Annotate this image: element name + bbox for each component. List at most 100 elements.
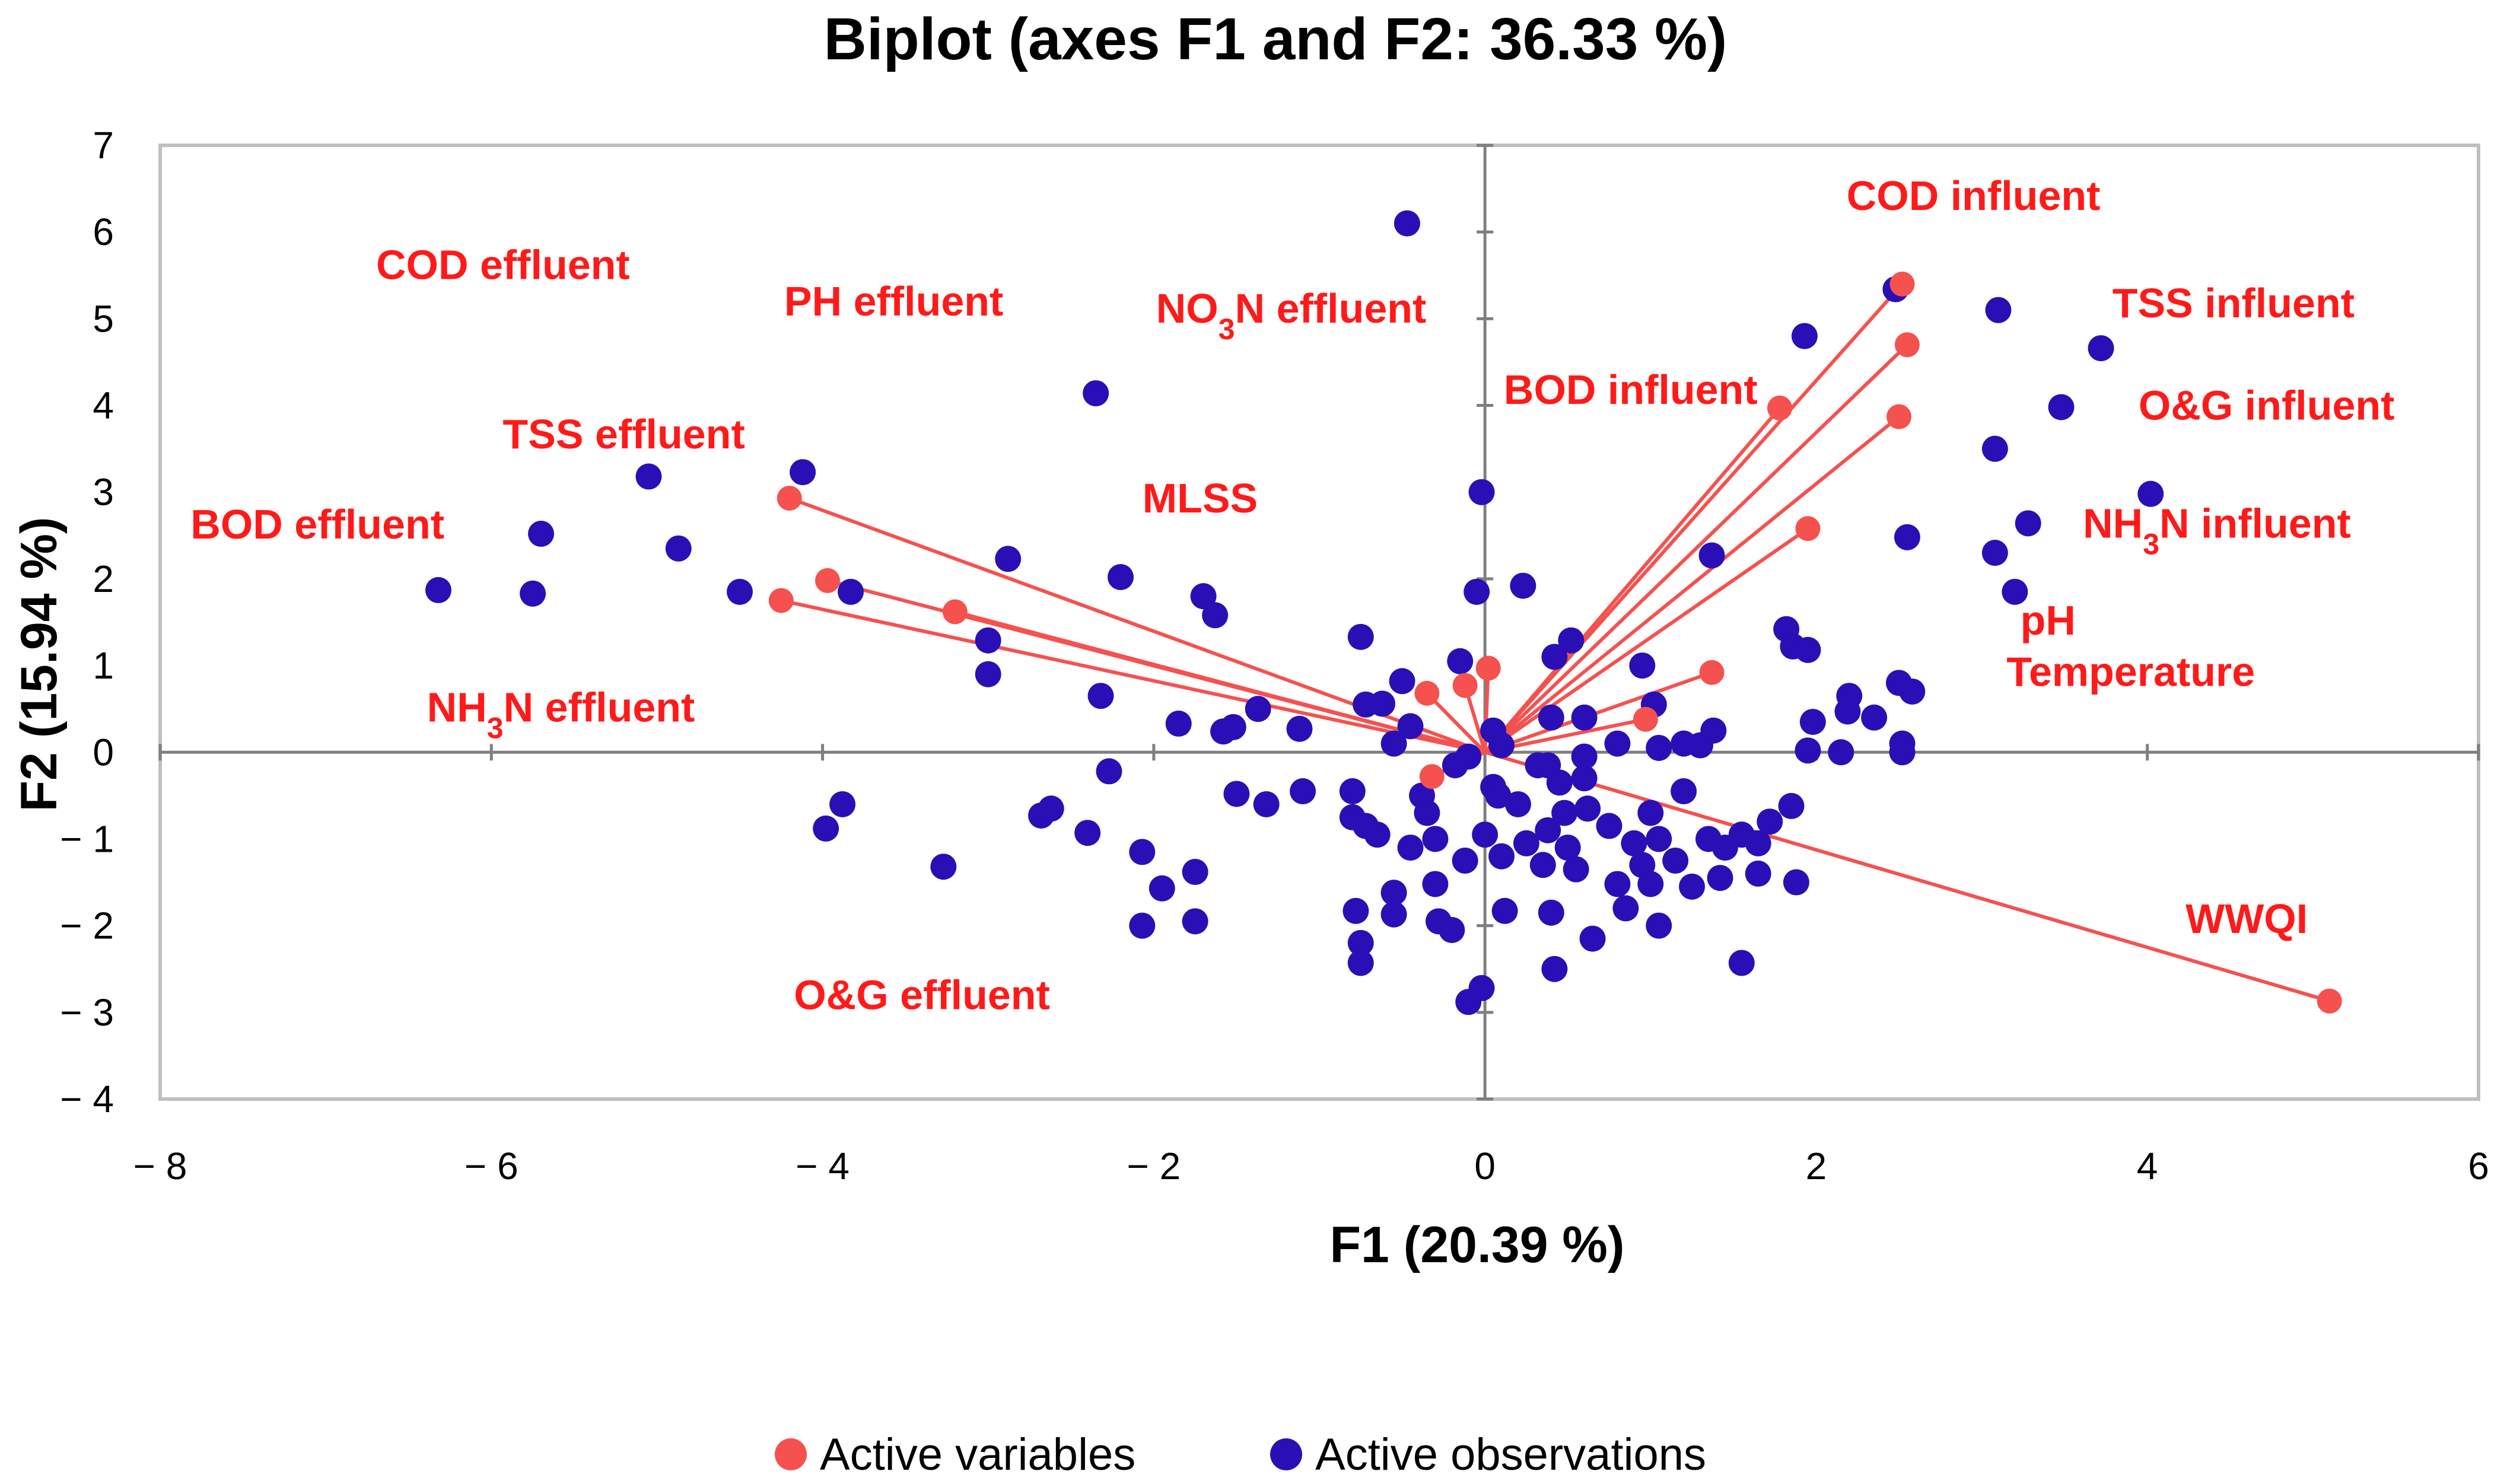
observation-point [1380,730,1407,757]
x-tick-label: − 8 [133,1145,187,1187]
plot-area-frame [158,144,2480,1101]
observation-point [1612,895,1639,922]
observation-point [1538,899,1564,926]
y-tick-label: 3 [93,471,114,514]
observation-point [1795,636,1821,663]
observation-point [1397,835,1424,861]
observation-point [1510,572,1536,599]
observation-point [1698,542,1725,569]
observation-point [1182,859,1208,886]
observation-point [1364,821,1391,848]
y-tick-label: 7 [93,124,114,167]
observation-point [1981,435,2008,462]
legend-observations-marker [1270,1438,1302,1470]
observation-point [1861,704,1888,731]
x-tick-label: 4 [2137,1145,2158,1187]
observation-point [1629,652,1656,679]
observation-point [665,535,692,562]
x-tick-label: 0 [1474,1145,1496,1187]
y-tick-label: − 1 [60,817,114,860]
variable-point [1475,655,1501,681]
observation-point [1452,848,1478,874]
observation-point [1148,875,1175,902]
observation-point [1894,524,1920,550]
observation-point [1679,873,1706,900]
observation-point [1165,711,1192,737]
variable-point [815,568,840,593]
legend-variables-label: Active variables [820,1429,1135,1480]
observation-point [1728,950,1755,976]
variable-point [1889,271,1915,297]
observation-point [813,815,839,842]
observation-point [1380,880,1407,906]
observation-point [930,854,957,880]
observation-point [1439,916,1465,943]
observation-point [1834,698,1861,725]
observation-point [1671,778,1697,805]
observation-point [1579,925,1606,952]
observation-point [1541,644,1568,670]
y-tick-label: − 4 [60,1078,114,1120]
observation-point [1778,792,1805,819]
x-tick-label: − 2 [1127,1145,1181,1187]
observation-point [1571,765,1598,792]
observation-point [1981,540,2008,566]
observation-point [1455,743,1482,770]
variable-point [1414,680,1440,706]
observation-point [1245,696,1271,722]
variable-label: COD influent [1847,173,2101,219]
observation-point [1129,839,1156,865]
variable-label: TSS influent [2113,280,2355,326]
x-tick-label: − 6 [465,1145,518,1187]
variable-vector-line [1484,343,1909,754]
variable-point [1795,516,1821,542]
observation-point [1253,791,1280,817]
observation-point [2015,510,2041,537]
observation-point [1491,897,1518,924]
observation-point [1488,843,1515,870]
variable-vector-line [1484,670,1713,754]
observation-point [1541,956,1568,982]
observation-point [1414,800,1440,826]
observation-point [1889,739,1916,766]
y-tick-label: 5 [93,297,114,340]
observation-point [1828,739,1854,766]
x-tick-label: − 4 [796,1145,850,1187]
y-tick-label: 4 [93,384,114,427]
variable-label: BOD effluent [190,501,444,547]
y-tick-label: − 2 [60,905,114,947]
x-axis-title: F1 (20.39 %) [1329,1217,1624,1273]
observation-point [1129,912,1156,939]
observation-point [2048,394,2075,421]
zero-axes [160,145,2479,1099]
observation-point [1422,826,1449,852]
observation-point [1745,830,1771,856]
observation-point [520,580,546,607]
observation-point [727,578,753,605]
y-tick-label: 0 [93,731,114,773]
observation-point [1485,782,1512,809]
observation-point [1472,821,1499,848]
observation-point [1397,713,1424,740]
variable-point [777,485,802,511]
observation-point [528,520,555,547]
observation-point [1190,583,1217,610]
observation-point [1783,869,1809,896]
variable-labels: COD influent TSS influent BOD influent O&G … [190,173,2394,1018]
observation-point [1604,730,1631,757]
observation-point [1707,865,1733,891]
observation-point [1087,683,1114,709]
observation-point [1621,830,1647,856]
variable-label: BOD influent [1504,367,1758,413]
observation-point [1563,856,1589,883]
y-tick-label: − 3 [60,991,114,1034]
legend-variables-marker [775,1438,807,1470]
observation-point [1380,901,1407,928]
observation-point [1223,781,1250,807]
observation-point [1290,778,1316,805]
y-tick-label: 1 [93,644,114,687]
variable-vector-line [1483,282,1904,754]
variable-point [1894,332,1920,358]
